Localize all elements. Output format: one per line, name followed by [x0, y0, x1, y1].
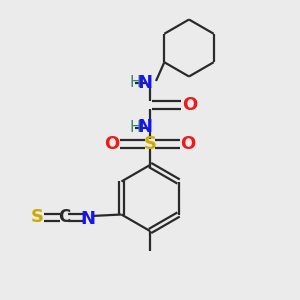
Text: H: H: [130, 75, 141, 90]
Text: H: H: [130, 120, 141, 135]
Text: O: O: [104, 135, 119, 153]
Text: O: O: [182, 96, 197, 114]
Text: S: S: [31, 208, 44, 226]
Text: O: O: [181, 135, 196, 153]
Text: C: C: [58, 208, 70, 226]
Text: N: N: [137, 74, 152, 92]
Text: N: N: [137, 118, 152, 136]
Text: S: S: [143, 135, 157, 153]
Text: N: N: [80, 210, 95, 228]
